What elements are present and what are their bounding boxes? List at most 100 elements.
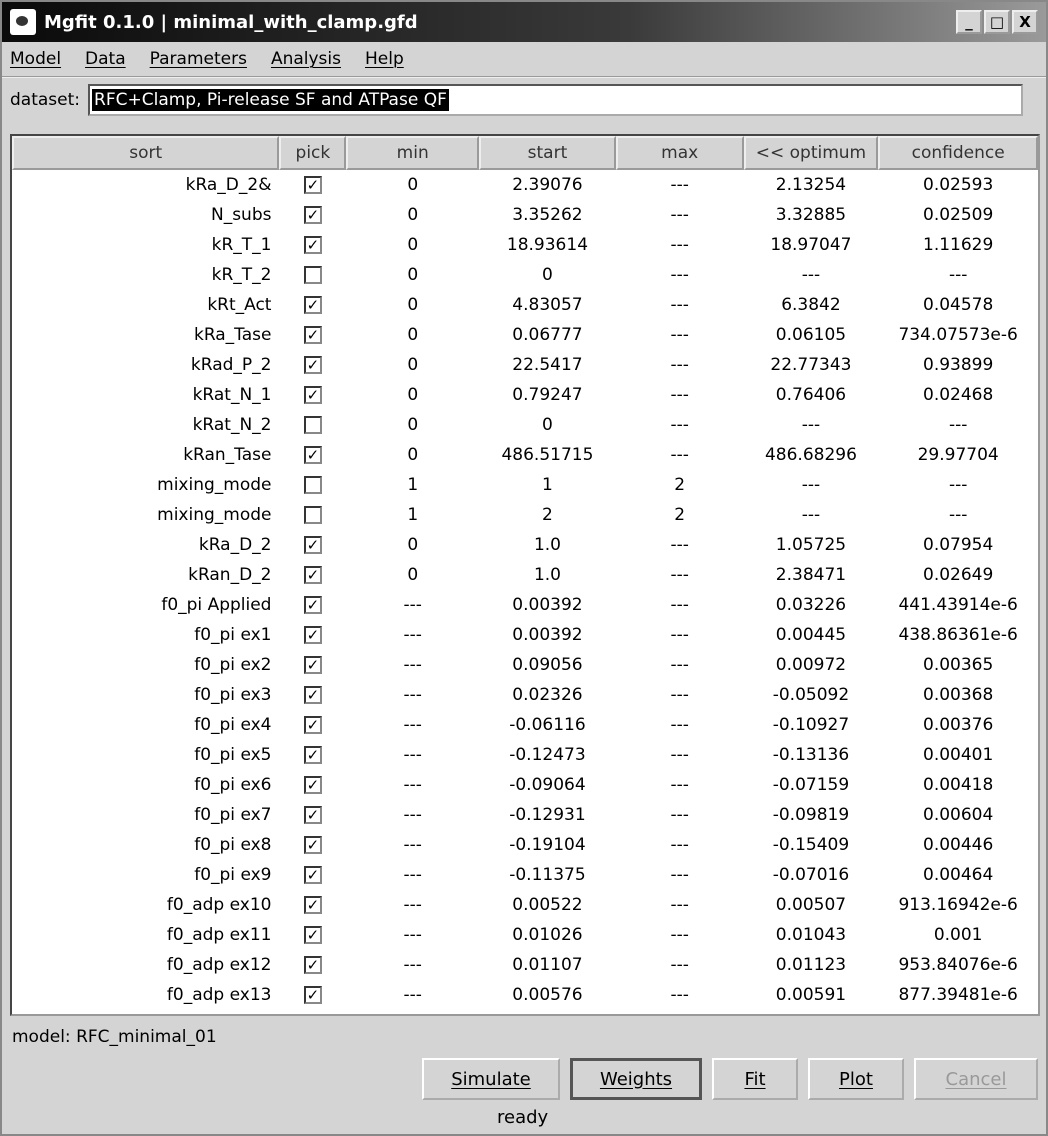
- pick-checkbox[interactable]: ✓: [303, 806, 322, 824]
- column-header[interactable]: sort: [12, 136, 280, 170]
- table-cell[interactable]: ---: [403, 775, 422, 795]
- table-cell[interactable]: ---: [403, 835, 422, 855]
- table-cell[interactable]: 0.01107: [512, 955, 583, 975]
- column-header[interactable]: << optimum: [743, 136, 879, 170]
- table-cell[interactable]: ---: [403, 685, 422, 705]
- table-cell[interactable]: 6.3842: [781, 295, 841, 315]
- simulate-button[interactable]: Simulate: [422, 1058, 560, 1100]
- table-cell[interactable]: ---: [670, 985, 689, 1005]
- dataset-input[interactable]: RFC+Clamp, Pi-release SF and ATPase QF: [88, 84, 1024, 116]
- pick-checkbox[interactable]: ✓: [303, 566, 322, 584]
- table-cell[interactable]: 0.02649: [923, 565, 994, 585]
- table-cell[interactable]: 22.5417: [512, 355, 583, 375]
- table-cell[interactable]: 0: [407, 565, 419, 585]
- table-cell[interactable]: 0: [407, 175, 419, 195]
- table-cell[interactable]: 0.93899: [923, 355, 994, 375]
- table-cell[interactable]: -0.09819: [772, 805, 850, 825]
- table-cell[interactable]: 0.02509: [923, 205, 994, 225]
- table-cell[interactable]: 734.07573e-6: [898, 325, 1018, 345]
- table-cell[interactable]: 0.06105: [775, 325, 847, 345]
- table-cell[interactable]: 2.13254: [775, 175, 847, 195]
- table-cell[interactable]: ---: [403, 745, 422, 765]
- table-cell[interactable]: -0.09064: [509, 775, 586, 795]
- table-cell[interactable]: ---: [948, 505, 968, 525]
- table-cell[interactable]: ---: [670, 655, 689, 675]
- table-cell[interactable]: 0.00368: [923, 685, 994, 705]
- table-cell[interactable]: 0: [407, 235, 419, 255]
- table-cell[interactable]: 0.04578: [923, 295, 994, 315]
- table-cell[interactable]: ---: [670, 895, 689, 915]
- table-cell[interactable]: 0: [542, 265, 553, 285]
- menu-parameters[interactable]: Parameters: [149, 49, 247, 69]
- pick-checkbox[interactable]: ✓: [303, 746, 322, 764]
- table-cell[interactable]: 4.83057: [512, 295, 583, 315]
- close-button[interactable]: X: [1012, 10, 1038, 34]
- table-cell[interactable]: -0.10927: [772, 715, 850, 735]
- table-cell[interactable]: ---: [670, 355, 689, 375]
- table-cell[interactable]: ---: [403, 715, 422, 735]
- column-header[interactable]: min: [346, 136, 480, 170]
- table-cell[interactable]: 2.39076: [512, 175, 583, 195]
- table-cell[interactable]: ---: [801, 505, 821, 525]
- table-cell[interactable]: 0.79247: [512, 385, 583, 405]
- table-cell[interactable]: 0.00591: [775, 985, 847, 1005]
- table-cell[interactable]: 0.02468: [923, 385, 994, 405]
- pick-checkbox[interactable]: ✓: [303, 686, 322, 704]
- table-cell[interactable]: 486.51715: [501, 445, 594, 465]
- table-cell[interactable]: 2: [674, 505, 686, 525]
- weights-button[interactable]: Weights: [570, 1058, 702, 1100]
- pick-checkbox[interactable]: ✓: [303, 206, 322, 224]
- table-cell[interactable]: ---: [403, 805, 422, 825]
- table-cell[interactable]: ---: [670, 265, 689, 285]
- table-cell[interactable]: 0.00392: [512, 595, 583, 615]
- table-cell[interactable]: 913.16942e-6: [898, 895, 1018, 915]
- table-cell[interactable]: 0.00401: [923, 745, 994, 765]
- table-cell[interactable]: ---: [670, 445, 689, 465]
- table-cell[interactable]: 438.86361e-6: [898, 625, 1018, 645]
- table-cell[interactable]: 1.0: [533, 565, 561, 585]
- table-cell[interactable]: ---: [403, 655, 422, 675]
- table-cell[interactable]: 0.00365: [923, 655, 994, 675]
- menu-data[interactable]: Data: [85, 49, 126, 69]
- table-cell[interactable]: ---: [670, 595, 689, 615]
- table-cell[interactable]: ---: [670, 835, 689, 855]
- table-cell[interactable]: 2: [674, 475, 686, 495]
- table-cell[interactable]: ---: [403, 985, 422, 1005]
- table-cell[interactable]: 0.00576: [512, 985, 583, 1005]
- pick-checkbox[interactable]: ✓: [303, 356, 322, 374]
- table-cell[interactable]: 0.09056: [512, 655, 583, 675]
- table-cell[interactable]: 0: [407, 385, 419, 405]
- column-header[interactable]: start: [479, 136, 616, 170]
- table-cell[interactable]: -0.12931: [509, 805, 586, 825]
- table-cell[interactable]: 18.97047: [770, 235, 852, 255]
- table-cell[interactable]: 1: [542, 475, 553, 495]
- table-cell[interactable]: 0.00604: [923, 805, 994, 825]
- pick-checkbox[interactable]: ✓: [303, 866, 322, 884]
- minimize-button[interactable]: _: [956, 10, 982, 34]
- table-cell[interactable]: ---: [670, 775, 689, 795]
- table-cell[interactable]: ---: [403, 625, 422, 645]
- table-cell[interactable]: -0.07016: [772, 865, 850, 885]
- table-cell[interactable]: 0: [407, 325, 419, 345]
- table-cell[interactable]: ---: [670, 955, 689, 975]
- table-cell[interactable]: ---: [403, 595, 422, 615]
- table-cell[interactable]: 18.93614: [506, 235, 589, 255]
- table-cell[interactable]: 0.03226: [775, 595, 847, 615]
- table-cell[interactable]: ---: [670, 535, 689, 555]
- pick-checkbox[interactable]: ✓: [303, 956, 322, 974]
- pick-checkbox[interactable]: ✓: [303, 656, 322, 674]
- cancel-button[interactable]: Cancel: [914, 1058, 1038, 1100]
- table-cell[interactable]: -0.13136: [772, 745, 850, 765]
- table-cell[interactable]: 0: [407, 295, 419, 315]
- table-cell[interactable]: ---: [670, 865, 689, 885]
- table-cell[interactable]: 0: [407, 535, 419, 555]
- column-header[interactable]: pick: [279, 136, 347, 170]
- table-cell[interactable]: 0.00445: [775, 625, 847, 645]
- table-cell[interactable]: 3.35262: [512, 205, 583, 225]
- table-cell[interactable]: ---: [670, 715, 689, 735]
- table-cell[interactable]: 0.07954: [923, 535, 994, 555]
- pick-checkbox[interactable]: ✓: [303, 596, 322, 614]
- table-cell[interactable]: 486.68296: [764, 445, 857, 465]
- pick-checkbox[interactable]: ✓: [303, 836, 322, 854]
- table-cell[interactable]: 0: [407, 445, 419, 465]
